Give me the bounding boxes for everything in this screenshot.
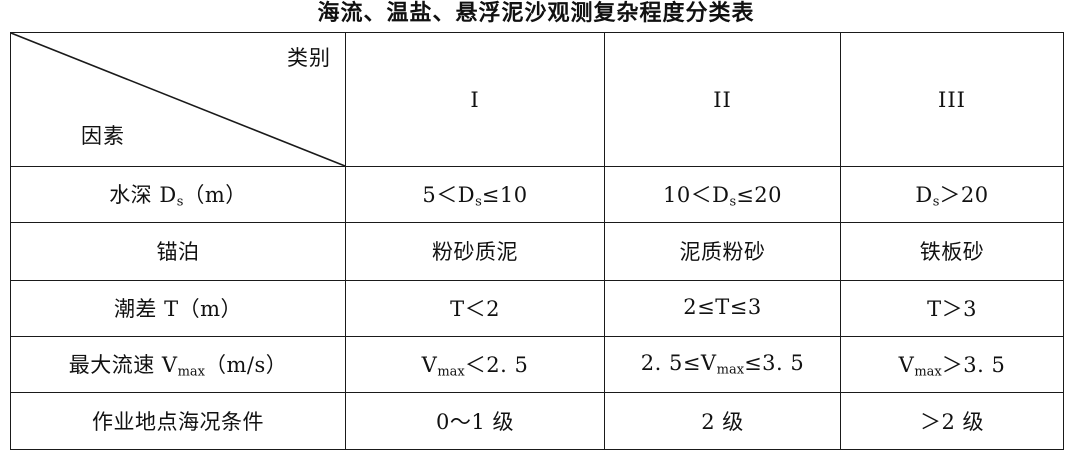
factor-text-sub-0: s <box>176 194 184 210</box>
factor-text-pre-3: 最大流速 V <box>68 353 178 378</box>
corner-category-label: 类别 <box>287 46 331 70</box>
row-factor-label-2: 潮差 T（m） <box>10 280 346 337</box>
factor-text-pre-0: 水深 D <box>109 183 177 208</box>
cell-pre-3-1: V <box>421 353 438 378</box>
table-header-row: 类别 因素 I II III <box>10 32 1064 167</box>
row-factor-label-1: 锚泊 <box>10 222 346 281</box>
cell-3-1: Vmax＜2. 5 <box>345 336 605 393</box>
column-header-1: I <box>345 32 605 167</box>
cell-sub-3-2: max <box>716 362 745 378</box>
cell-pre-1-2: 泥质粉砂 <box>679 240 766 265</box>
cell-pre-4-2: 2 级 <box>701 409 744 434</box>
factor-text-post-3: （m/s） <box>205 353 288 378</box>
cell-4-1: 0～1 级 <box>345 392 605 450</box>
cell-sub-0-3: s <box>932 194 940 210</box>
corner-factor-label: 因素 <box>81 123 125 148</box>
row-factor-label-3: 最大流速 Vmax（m/s） <box>10 336 346 393</box>
table-row: 潮差 T（m） T＜2 2≤T≤3 T＞3 <box>10 280 1064 337</box>
cell-0-1: 5＜Ds≤10 <box>345 166 605 223</box>
column-header-2: II <box>604 32 841 167</box>
cell-pre-2-3: T＞3 <box>927 297 977 322</box>
cell-2-1: T＜2 <box>345 280 605 337</box>
cell-post-0-1: ≤10 <box>481 183 528 208</box>
cell-1-1: 粉砂质泥 <box>345 222 605 281</box>
cell-pre-4-3: ＞2 级 <box>919 409 985 434</box>
cell-post-3-2: ≤3. 5 <box>744 351 805 376</box>
cell-pre-0-2: 10＜D <box>662 183 730 208</box>
cell-sub-0-2: s <box>729 194 737 210</box>
cell-post-0-3: ＞20 <box>939 183 989 208</box>
table-row: 水深 Ds（m） 5＜Ds≤10 10＜Ds≤20 Ds＞20 <box>10 166 1064 223</box>
cell-pre-3-3: V <box>898 353 915 378</box>
corner-header-inner: 类别 因素 <box>11 33 345 166</box>
cell-post-0-2: ≤20 <box>736 183 783 208</box>
cell-sub-3-3: max <box>914 364 942 380</box>
cell-pre-0-1: 5＜D <box>422 183 476 208</box>
cell-sub-0-1: s <box>475 194 482 210</box>
diagonal-divider-line <box>11 33 345 166</box>
cell-pre-2-2: 2≤T≤3 <box>683 295 762 320</box>
cell-2-2: 2≤T≤3 <box>604 280 841 337</box>
corner-header-cell: 类别 因素 <box>10 32 346 167</box>
table-row: 锚泊 粉砂质泥 泥质粉砂 铁板砂 <box>10 222 1064 281</box>
cell-post-3-3: ＞3. 5 <box>941 353 1006 378</box>
cell-0-2: 10＜Ds≤20 <box>604 166 841 223</box>
cell-pre-1-3: 铁板砂 <box>919 240 985 265</box>
factor-text-sub-3: max <box>177 364 206 380</box>
cell-pre-1-1: 粉砂质泥 <box>432 240 518 265</box>
factor-text-post-0: （m） <box>183 183 247 208</box>
cell-pre-4-1: 0～1 级 <box>436 409 514 434</box>
cell-pre-2-1: T＜2 <box>450 297 500 322</box>
cell-pre-0-3: D <box>915 183 933 208</box>
factor-text-pre-2: 潮差 T（m） <box>113 297 243 322</box>
cell-pre-3-2: 2. 5≤V <box>640 351 717 376</box>
cell-post-3-1: ＜2. 5 <box>464 353 529 378</box>
cell-3-3: Vmax＞3. 5 <box>840 336 1064 393</box>
cell-sub-3-1: max <box>437 364 465 380</box>
cell-1-2: 泥质粉砂 <box>604 222 841 281</box>
row-factor-label-4: 作业地点海况条件 <box>10 392 346 450</box>
cell-1-3: 铁板砂 <box>840 222 1064 281</box>
page-title: 海流、温盐、悬浮泥沙观测复杂程度分类表 <box>317 0 755 26</box>
table-row: 最大流速 Vmax（m/s） Vmax＜2. 5 2. 5≤Vmax≤3. 5 … <box>10 336 1064 393</box>
factor-text-pre-1: 锚泊 <box>156 240 200 265</box>
cell-3-2: 2. 5≤Vmax≤3. 5 <box>604 336 841 393</box>
classification-table: 类别 因素 I II III 水深 Ds（m） 5＜Ds≤10 <box>10 32 1064 450</box>
factor-text-pre-4: 作业地点海况条件 <box>92 409 264 434</box>
table-row: 作业地点海况条件 0～1 级 2 级 ＞2 级 <box>10 392 1064 450</box>
column-header-3: III <box>840 32 1064 167</box>
cell-0-3: Ds＞20 <box>840 166 1064 223</box>
cell-2-3: T＞3 <box>840 280 1064 337</box>
cell-4-2: 2 级 <box>604 392 841 450</box>
cell-4-3: ＞2 级 <box>840 392 1064 450</box>
row-factor-label-0: 水深 Ds（m） <box>10 166 346 223</box>
classification-table-wrapper: 类别 因素 I II III 水深 Ds（m） 5＜Ds≤10 <box>10 32 1064 450</box>
